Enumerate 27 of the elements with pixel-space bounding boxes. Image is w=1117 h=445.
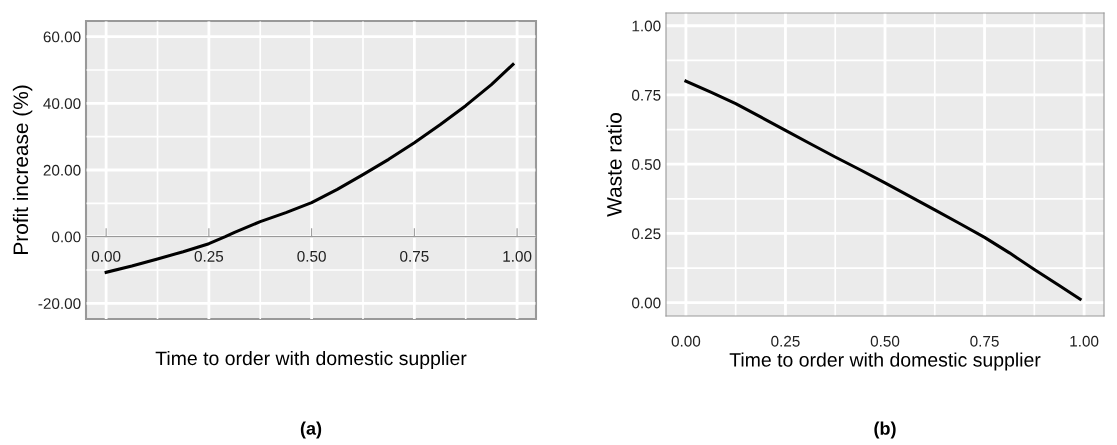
- y-tick-label: 60.00: [43, 31, 81, 43]
- y-tick-label: 0.00: [52, 231, 81, 243]
- y-tick-label: 1.00: [632, 20, 661, 32]
- y-axis-title: Profit increase (%): [12, 85, 33, 254]
- y-tick-label: 0.25: [632, 228, 661, 240]
- x-tick-label: 0.25: [194, 250, 224, 262]
- text: (b): [874, 421, 896, 439]
- x-tick-label: 1.00: [1070, 335, 1099, 347]
- y-tick-label: 0.75: [632, 89, 661, 101]
- x-tick-label: 0.25: [771, 335, 800, 347]
- y-tick-label: 20.00: [43, 164, 81, 176]
- x-tick-label: 0.00: [671, 335, 701, 347]
- x-tick-label: 0.75: [400, 250, 429, 262]
- y-tick-label: 0.50: [632, 159, 661, 170]
- y-tick-label: 40.00: [43, 98, 81, 110]
- y-tick-label: 0.00: [632, 297, 661, 309]
- x-tick-label: 0.50: [870, 335, 900, 347]
- text: (a): [300, 421, 322, 439]
- x-tick-label: 0.50: [297, 250, 326, 262]
- x-tick-label: 0.00: [91, 250, 121, 262]
- x-tick-label: 1.00: [503, 250, 532, 262]
- line-series: [684, 79, 1082, 301]
- x-tick-label: 0.75: [970, 335, 999, 347]
- x-axis-title: Time to order with domestic supplier: [155, 350, 467, 370]
- x-axis-title: Time to order with domestic supplier: [729, 352, 1041, 371]
- y-axis-title: Waste ratio: [606, 113, 622, 217]
- y-tick-label: -20.00: [38, 298, 81, 310]
